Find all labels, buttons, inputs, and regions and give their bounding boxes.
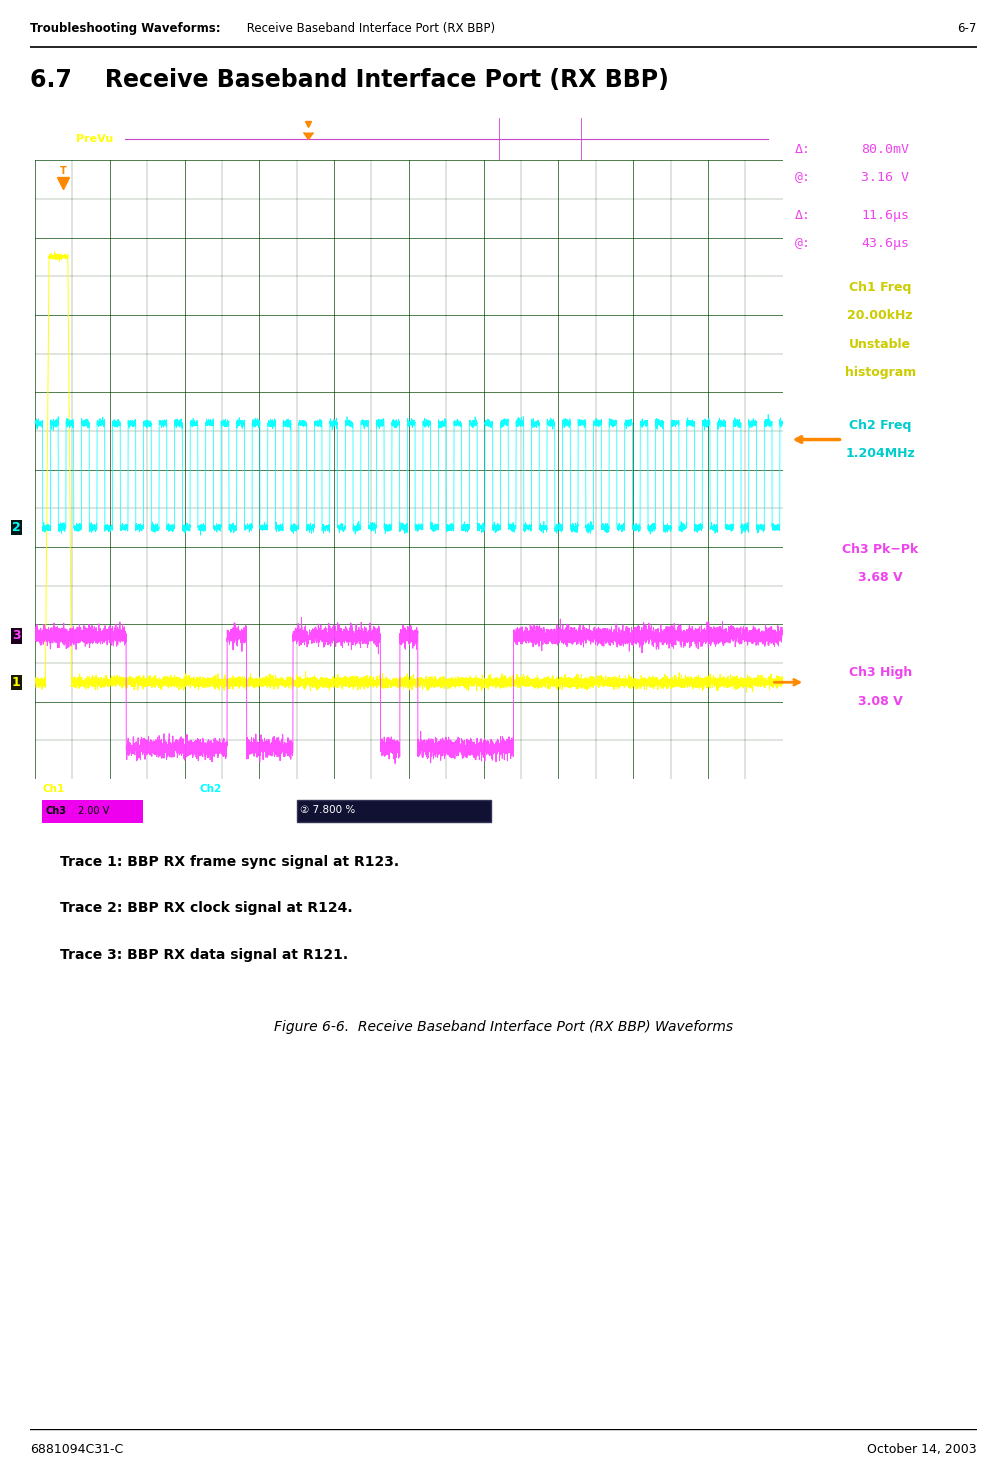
Text: 1.04 V: 1.04 V xyxy=(625,784,660,794)
Text: Unstable: Unstable xyxy=(849,337,911,351)
Text: 1.204MHz: 1.204MHz xyxy=(846,448,915,460)
Text: 3: 3 xyxy=(12,629,20,642)
Text: T: T xyxy=(60,166,66,175)
Text: Ch3 High: Ch3 High xyxy=(849,666,912,679)
Text: Troubleshooting Waveforms:: Troubleshooting Waveforms: xyxy=(30,22,221,35)
Text: 21 Sep  2001: 21 Sep 2001 xyxy=(841,754,919,767)
Text: 3.08 V: 3.08 V xyxy=(858,695,902,707)
Bar xyxy=(42,800,143,822)
Text: M 4.00µs: M 4.00µs xyxy=(364,784,411,794)
Text: 80.0mV: 80.0mV xyxy=(861,143,909,156)
Text: ② 7.800 %: ② 7.800 % xyxy=(300,806,355,815)
Text: 2: 2 xyxy=(12,521,20,535)
Text: 43.6µs: 43.6µs xyxy=(861,237,909,250)
Text: Figure 6-6.  Receive Baseband Interface Port (RX BBP) Waveforms: Figure 6-6. Receive Baseband Interface P… xyxy=(274,1021,733,1034)
Bar xyxy=(297,800,491,822)
Text: 6-7: 6-7 xyxy=(958,22,977,35)
Text: Tek: Tek xyxy=(42,134,63,144)
Text: 3.16 V: 3.16 V xyxy=(861,171,909,184)
Text: @:: @: xyxy=(796,171,812,184)
Text: @:: @: xyxy=(796,237,812,250)
Text: 11.6µs: 11.6µs xyxy=(861,209,909,222)
Text: Ch1 Freq: Ch1 Freq xyxy=(849,281,911,295)
Text: Receive Baseband Interface Port (RX BBP): Receive Baseband Interface Port (RX BBP) xyxy=(244,22,495,35)
Text: 15:55:39: 15:55:39 xyxy=(854,787,906,800)
Text: 2.00 V: 2.00 V xyxy=(241,784,274,794)
Text: October 14, 2003: October 14, 2003 xyxy=(867,1444,977,1457)
Text: Trace 2: BBP RX clock signal at R124.: Trace 2: BBP RX clock signal at R124. xyxy=(60,901,353,916)
Text: Δ:: Δ: xyxy=(796,209,812,222)
Text: Ch3 Pk−Pk: Ch3 Pk−Pk xyxy=(842,542,918,555)
Text: Ch2: Ch2 xyxy=(199,784,222,794)
Text: Trace 1: BBP RX frame sync signal at R123.: Trace 1: BBP RX frame sync signal at R12… xyxy=(60,854,400,869)
Text: 2.00 V: 2.00 V xyxy=(84,784,117,794)
Text: A  Ch1: A Ch1 xyxy=(498,784,533,794)
Text: Ch1: Ch1 xyxy=(42,784,64,794)
Text: histogram: histogram xyxy=(845,365,916,379)
Text: Trace 3: BBP RX data signal at R121.: Trace 3: BBP RX data signal at R121. xyxy=(60,949,348,962)
Text: 2.00 V: 2.00 V xyxy=(79,806,110,816)
Text: 1: 1 xyxy=(12,676,20,689)
Text: ƒ: ƒ xyxy=(596,784,600,794)
Text: 6881094C31-C: 6881094C31-C xyxy=(30,1444,124,1457)
Text: Ch3: Ch3 xyxy=(45,806,66,816)
Text: 3.68 V: 3.68 V xyxy=(858,572,902,583)
Text: 20.00kHz: 20.00kHz xyxy=(848,309,913,323)
Text: 6.7    Receive Baseband Interface Port (RX BBP): 6.7 Receive Baseband Interface Port (RX … xyxy=(30,68,669,91)
Text: Δ:: Δ: xyxy=(796,143,812,156)
Text: PreVu: PreVu xyxy=(77,134,114,144)
Text: Ch2 Freq: Ch2 Freq xyxy=(849,418,911,432)
